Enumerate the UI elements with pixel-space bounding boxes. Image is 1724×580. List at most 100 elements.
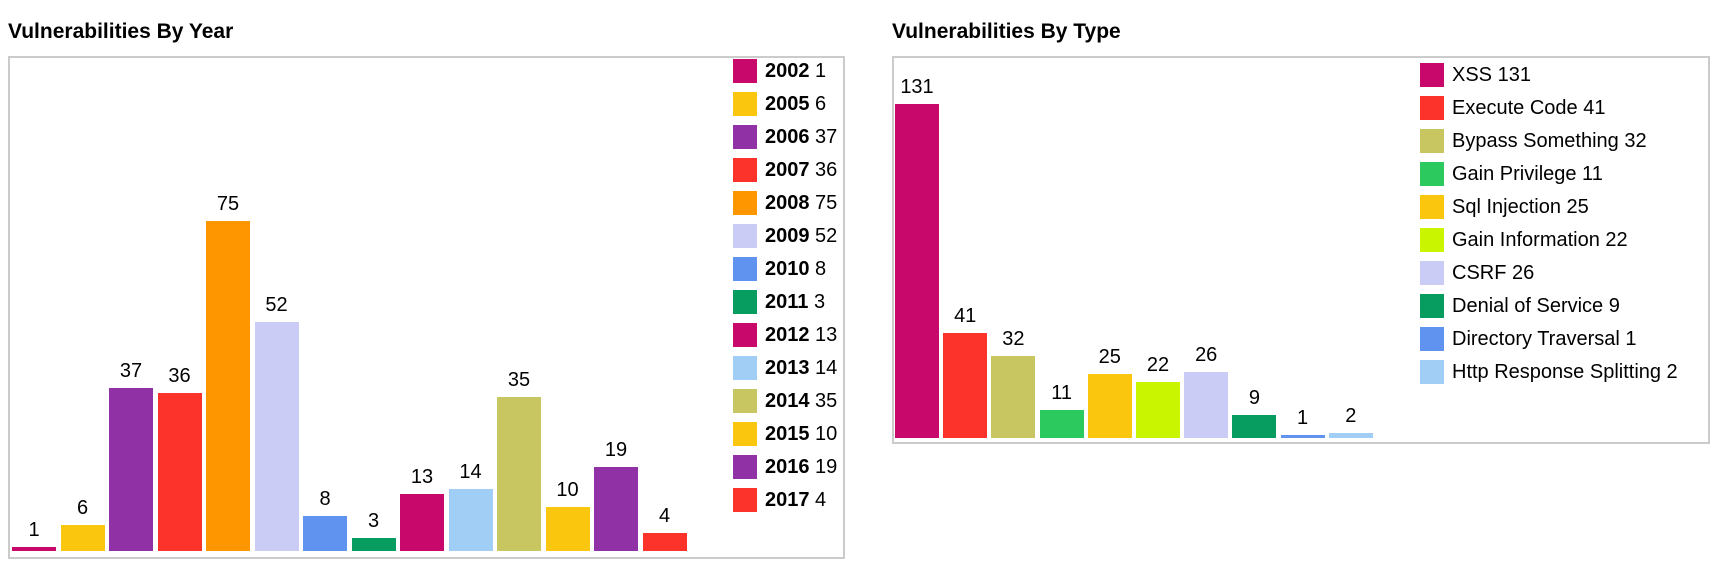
legend-label: 2008 75 [765, 192, 838, 214]
bar-value-label: 36 [168, 365, 191, 387]
bar-http-response-splitting [1328, 433, 1373, 438]
bar-2008 [206, 221, 250, 551]
legend-label: 2011 3 [765, 291, 826, 313]
legend-label: 2002 1 [765, 60, 827, 82]
legend-label: XSS 131 [1452, 64, 1531, 86]
legend-swatch [733, 290, 757, 314]
bar-2011 [351, 538, 396, 551]
legend-swatch [733, 389, 757, 413]
legend-item-2010: 2010 8 [733, 257, 837, 281]
legend-swatch [1420, 96, 1444, 120]
legend-item-gain-information: Gain Information 22 [1420, 228, 1678, 252]
legend-swatch [733, 191, 757, 215]
legend-item-2015: 2015 10 [733, 422, 837, 446]
legend-swatch [733, 488, 757, 512]
legend-label: 2006 37 [765, 126, 838, 148]
legend-swatch [733, 158, 757, 182]
legend-item-bypass-something: Bypass Something 32 [1420, 129, 1678, 153]
legend-swatch [733, 125, 757, 149]
bar-value-label: 6 [76, 497, 89, 519]
bar-denial-of-service [1232, 415, 1277, 438]
legend-item-2017: 2017 4 [733, 488, 837, 512]
plot-area-by-type: 131 41 32 11 25 22 26 9 1 2 [894, 58, 1708, 442]
bar-2015 [545, 507, 590, 551]
bar-value-label: 3 [367, 510, 380, 532]
legend-label: Directory Traversal 1 [1452, 328, 1637, 350]
legend-item-2016: 2016 19 [733, 455, 837, 479]
legend-by-type: XSS 131 Execute Code 41 Bypass Something 3… [1420, 63, 1678, 393]
bar-2007 [157, 393, 202, 551]
legend-item-2014: 2014 35 [733, 389, 837, 413]
legend-item-xss: XSS 131 [1420, 63, 1678, 87]
bar-2002 [12, 547, 56, 551]
bar-value-label: 22 [1146, 354, 1170, 376]
bar-2012 [400, 494, 444, 551]
legend-swatch [1420, 327, 1444, 351]
bar-value-label: 35 [507, 369, 531, 391]
legend-swatch [1420, 63, 1444, 87]
legend-item-directory-traversal: Directory Traversal 1 [1420, 327, 1678, 351]
legend-label: 2014 35 [765, 390, 838, 412]
legend-label: 2007 36 [765, 159, 838, 181]
legend-label: Execute Code 41 [1452, 97, 1606, 119]
bar-value-label: 41 [954, 305, 977, 327]
bar-xss [895, 104, 939, 438]
legend-swatch [733, 224, 757, 248]
legend-swatch [733, 356, 757, 380]
legend-item-denial-of-service: Denial of Service 9 [1420, 294, 1678, 318]
legend-label: Sql Injection 25 [1452, 196, 1589, 218]
chart-panel-by-year: 1 6 37 36 75 52 8 3 13 14 35 10 19 4 2002 1 2005 6 2006… [8, 56, 845, 559]
bar-sql-injection [1087, 374, 1132, 438]
bar-value-label: 37 [119, 360, 143, 382]
legend-item-csrf: CSRF 26 [1420, 261, 1678, 285]
bar-2017 [642, 533, 687, 551]
legend-swatch [733, 92, 757, 116]
bar-execute-code [943, 333, 988, 438]
legend-swatch [733, 257, 757, 281]
legend-label: CSRF 26 [1452, 262, 1535, 284]
legend-label: 2015 10 [765, 423, 838, 445]
legend-swatch [1420, 294, 1444, 318]
legend-swatch [1420, 360, 1444, 384]
legend-item-2005: 2005 6 [733, 92, 837, 116]
bar-value-label: 25 [1098, 346, 1121, 368]
legend-item-execute-code: Execute Code 41 [1420, 96, 1678, 120]
legend-swatch [1420, 228, 1444, 252]
bar-value-label: 9 [1248, 387, 1260, 409]
legend-label: Gain Information 22 [1452, 229, 1628, 251]
legend-item-2002: 2002 1 [733, 59, 837, 83]
bar-2010 [303, 516, 347, 551]
legend-swatch [733, 422, 757, 446]
legend-label: 2009 52 [765, 225, 838, 247]
legend-swatch [1420, 261, 1444, 285]
bar-value-label: 8 [319, 488, 331, 510]
legend-label: 2016 19 [765, 456, 838, 478]
legend-label: Http Response Splitting 2 [1452, 361, 1678, 383]
legend-swatch [1420, 195, 1444, 219]
bar-value-label: 26 [1195, 344, 1218, 366]
legend-label: Bypass Something 32 [1452, 130, 1647, 152]
bar-2009 [254, 322, 299, 551]
bar-value-label: 13 [410, 466, 434, 488]
legend-item-2007: 2007 36 [733, 158, 837, 182]
bar-gain-privilege [1039, 410, 1084, 438]
legend-item-gain-privilege: Gain Privilege 11 [1420, 162, 1678, 186]
legend-item-2006: 2006 37 [733, 125, 837, 149]
legend-label: 2010 8 [765, 258, 827, 280]
legend-item-http-response-splitting: Http Response Splitting 2 [1420, 360, 1678, 384]
legend-item-2008: 2008 75 [733, 191, 837, 215]
plot-area-by-year: 1 6 37 36 75 52 8 3 13 14 35 10 19 4 [10, 58, 843, 557]
bar-bypass-something [991, 356, 1036, 438]
bar-value-label: 2 [1345, 405, 1357, 427]
chart-vulnerabilities-by-type: Vulnerabilities By Type 131 41 32 11 25 22 26 9… [892, 20, 1710, 444]
legend-label: Gain Privilege 11 [1452, 163, 1603, 185]
chart-vulnerabilities-by-year: Vulnerabilities By Year 1 6 37 36 75 52 8 3 13 14… [8, 20, 845, 559]
legend-item-2011: 2011 3 [733, 290, 837, 314]
bar-csrf [1184, 372, 1229, 438]
bar-2014 [497, 397, 541, 551]
bar-value-label: 32 [1002, 328, 1025, 350]
bar-value-label: 1 [28, 519, 40, 541]
bar-value-label: 52 [265, 294, 288, 316]
bar-value-label: 10 [556, 479, 579, 501]
